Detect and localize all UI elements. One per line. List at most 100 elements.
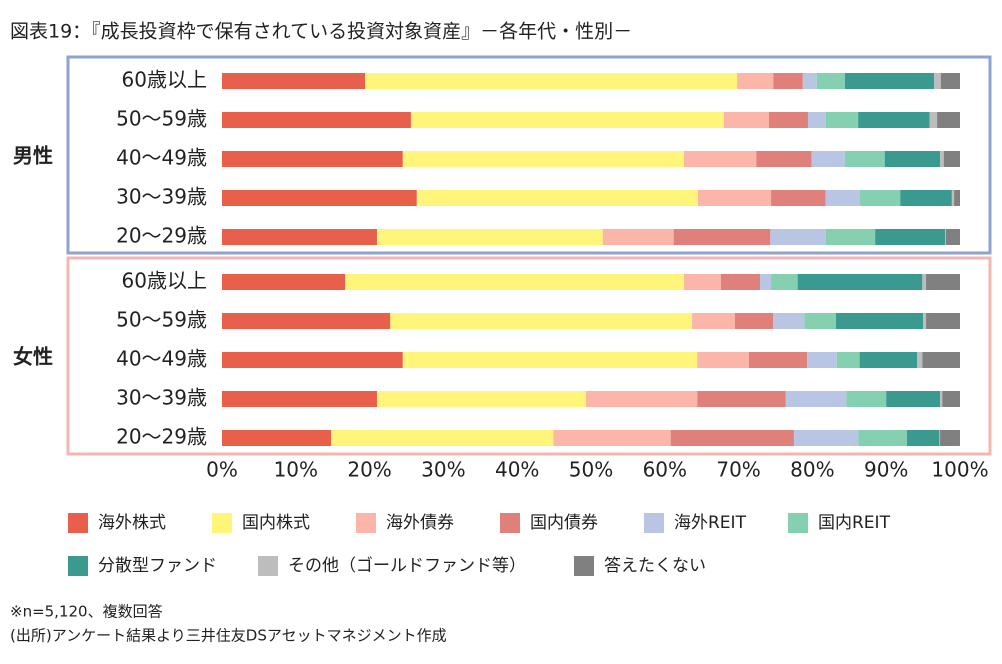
bar-segment	[825, 229, 876, 245]
bar-segment	[376, 391, 586, 407]
bar-segment	[951, 190, 955, 206]
bar-segment	[402, 352, 698, 368]
legend-swatch	[212, 513, 232, 533]
x-tick-label: 80%	[790, 458, 834, 482]
legend-label: 海外債券	[386, 513, 454, 533]
bar-segment	[756, 151, 812, 167]
x-tick-label: 70%	[716, 458, 760, 482]
bar-segment	[390, 313, 693, 329]
bar-segment	[410, 112, 724, 128]
bar-segment	[222, 190, 417, 206]
bar-segment	[222, 151, 403, 167]
bar-segment	[836, 352, 860, 368]
bar-segment	[222, 229, 377, 245]
bar-segment	[900, 190, 952, 206]
bar-segment	[376, 229, 603, 245]
legend-label: 答えたくない	[604, 556, 706, 576]
bar-segment	[771, 190, 826, 206]
bar-segment	[836, 313, 924, 329]
bar-segment	[940, 151, 944, 167]
bar-segment	[954, 190, 960, 206]
legend-label: 国内債券	[530, 513, 598, 533]
bar-segment	[929, 112, 938, 128]
bar-segment	[811, 151, 845, 167]
bar-segment	[923, 313, 927, 329]
group-box	[66, 256, 992, 456]
y-tick-label: 30～39歳	[116, 386, 207, 410]
bar-segment	[222, 430, 332, 446]
y-tick-label: 60歳以上	[122, 269, 207, 293]
bar-segment	[365, 73, 738, 89]
bar-segment	[793, 430, 859, 446]
note: (出所)アンケート結果より三井住友DSアセットマネジメント作成	[10, 627, 447, 645]
bar-segment	[720, 274, 761, 290]
bar-segment	[917, 352, 923, 368]
bar-segment	[331, 430, 554, 446]
bar-segment	[222, 274, 346, 290]
bar-segment	[940, 73, 960, 89]
legend-swatch	[500, 513, 520, 533]
y-tick-label: 30～39歳	[116, 185, 207, 209]
legend-swatch	[574, 556, 594, 576]
legend-label: 国内REIT	[818, 513, 891, 533]
legend-swatch	[644, 513, 664, 533]
legend-swatch	[258, 556, 278, 576]
bar-segment	[692, 313, 735, 329]
bar-segment	[222, 352, 403, 368]
bar-segment	[816, 73, 845, 89]
x-tick-label: 20%	[347, 458, 391, 482]
x-tick-label: 0%	[206, 458, 238, 482]
bar-segment	[926, 274, 960, 290]
bar-segment	[585, 391, 698, 407]
bar-segment	[875, 229, 946, 245]
bar-segment	[886, 391, 941, 407]
bar-segment	[807, 352, 837, 368]
legend-swatch	[356, 513, 376, 533]
bar-segment	[770, 229, 826, 245]
bar-segment	[825, 112, 859, 128]
bar-segment	[942, 391, 960, 407]
x-tick-label: 90%	[864, 458, 908, 482]
bar-segment	[222, 313, 391, 329]
group-box	[66, 55, 992, 255]
bar-segment	[937, 112, 960, 128]
legend-label: その他（ゴールドファンド等）	[288, 555, 526, 576]
bar-segment	[945, 229, 960, 245]
bar-segment	[697, 391, 786, 407]
bar-segment	[723, 112, 769, 128]
group-label: 女性	[13, 345, 53, 369]
bar-segment	[926, 313, 960, 329]
bar-segment	[345, 274, 684, 290]
bar-segment	[773, 73, 803, 89]
chart-title: 図表19：『成長投資枠で保有されている投資対象資産』－各年代・性別－	[10, 21, 632, 43]
bar-segment	[859, 190, 901, 206]
x-tick-label: 30%	[421, 458, 465, 482]
bar-segment	[844, 151, 885, 167]
legend-label: 国内株式	[242, 513, 310, 533]
bar-segment	[804, 313, 837, 329]
bar-segment	[884, 151, 941, 167]
bar-segment	[797, 274, 923, 290]
bar-segment	[697, 352, 749, 368]
bar-segment	[737, 73, 774, 89]
bar-segment	[760, 274, 772, 290]
bar-segment	[602, 229, 674, 245]
bar-segment	[940, 391, 943, 407]
bar-segment	[825, 190, 860, 206]
bar-segment	[553, 430, 671, 446]
y-tick-label: 20～29歳	[116, 224, 207, 248]
bar-segment	[859, 352, 918, 368]
bar-segment	[858, 112, 930, 128]
bar-segment	[940, 430, 960, 446]
bar-segment	[943, 151, 960, 167]
bar-segment	[222, 391, 377, 407]
x-tick-label: 100%	[931, 458, 988, 482]
bar-segment	[785, 391, 847, 407]
bar-segment	[922, 352, 960, 368]
legend-label: 分散型ファンド	[98, 556, 217, 576]
x-tick-label: 50%	[569, 458, 613, 482]
bar-segment	[773, 313, 805, 329]
legend-swatch	[68, 556, 88, 576]
bar-segment	[698, 190, 772, 206]
bar-segment	[734, 313, 774, 329]
